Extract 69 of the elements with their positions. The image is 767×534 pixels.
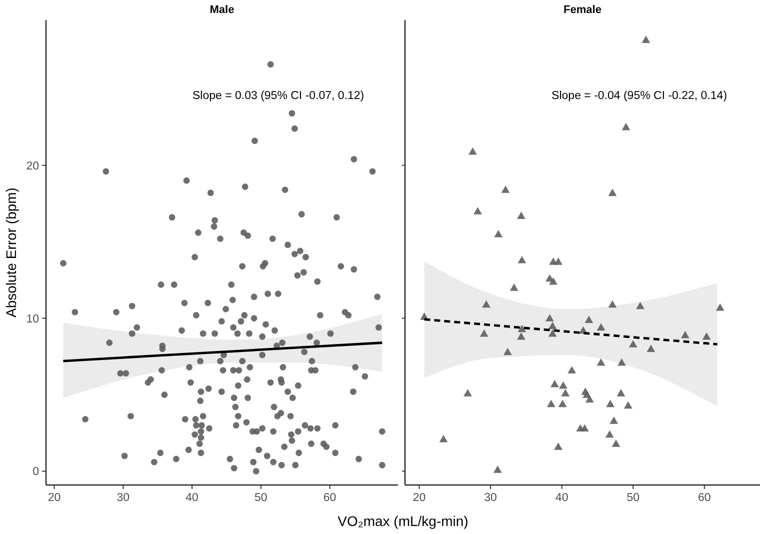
point xyxy=(605,430,614,438)
y-tick-label: 10 xyxy=(26,313,39,326)
point xyxy=(642,36,650,44)
point xyxy=(546,314,554,322)
point xyxy=(608,300,617,308)
point xyxy=(622,122,630,130)
chart-title: Male xyxy=(210,4,234,16)
point xyxy=(561,389,570,396)
point xyxy=(518,256,526,264)
point xyxy=(616,389,626,396)
chart-title: Female xyxy=(564,4,602,16)
point xyxy=(612,440,620,447)
point xyxy=(628,340,638,348)
x-tick-label: 50 xyxy=(254,492,268,504)
annotation: Slope = -0.04 (95% CI -0.22, 0.14) xyxy=(552,90,728,102)
x-tick-label: 60 xyxy=(323,492,336,504)
point xyxy=(480,329,488,337)
point xyxy=(610,416,618,424)
point xyxy=(550,380,559,388)
point xyxy=(680,330,690,338)
point xyxy=(494,230,503,238)
y-tick-label: 20 xyxy=(26,160,39,172)
point xyxy=(608,188,617,196)
point xyxy=(558,400,567,408)
x-tick-label: 20 xyxy=(48,492,61,504)
point xyxy=(559,381,568,389)
point xyxy=(516,212,526,219)
point xyxy=(716,303,724,311)
x-tick-label: 60 xyxy=(698,492,711,504)
point xyxy=(549,277,558,285)
x-tick-label: 30 xyxy=(116,492,130,504)
point xyxy=(636,302,644,310)
y-axis-title: Absolute Error (bpm) xyxy=(3,188,19,318)
point xyxy=(568,366,576,374)
point xyxy=(624,401,632,409)
point xyxy=(482,300,490,308)
point xyxy=(580,424,589,432)
point xyxy=(546,400,556,408)
y-tick-label: 0 xyxy=(32,466,39,478)
x-axis-title: VO₂max (mL/kg-min) xyxy=(338,513,468,529)
point xyxy=(501,186,510,193)
point xyxy=(618,358,626,366)
point xyxy=(468,147,477,155)
point xyxy=(474,207,482,214)
point xyxy=(596,323,606,331)
annotation: Slope = 0.03 (95% CI -0.07, 0.12) xyxy=(192,90,364,102)
point xyxy=(646,344,656,352)
point xyxy=(439,434,448,442)
point xyxy=(516,332,526,340)
x-tick-label: 40 xyxy=(555,492,568,504)
point xyxy=(554,442,562,450)
x-tick-label: 30 xyxy=(484,492,497,504)
point xyxy=(596,358,606,366)
point xyxy=(518,324,526,332)
point xyxy=(548,329,557,337)
point xyxy=(606,400,614,408)
point xyxy=(493,466,502,473)
line-series xyxy=(62,342,384,362)
point xyxy=(510,283,518,291)
point xyxy=(554,257,562,265)
point xyxy=(585,395,594,402)
x-tick-label: 40 xyxy=(186,492,198,504)
point xyxy=(702,332,711,340)
point xyxy=(464,389,472,396)
point xyxy=(584,316,594,323)
x-tick-label: 50 xyxy=(626,492,640,504)
x-tick-label: 20 xyxy=(412,492,426,504)
point xyxy=(503,348,512,356)
point xyxy=(548,322,557,330)
